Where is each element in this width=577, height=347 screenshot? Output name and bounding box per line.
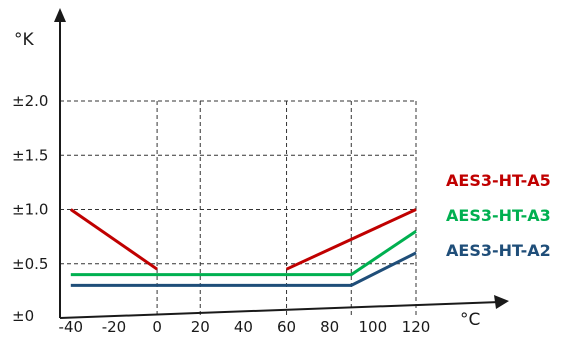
y-tick-label: ±0.5 [12, 255, 48, 273]
series-line-aes3-ht-a5 [285, 208, 417, 271]
y-tick-label: ±1.5 [12, 146, 48, 164]
x-tick-label: 60 [277, 318, 296, 336]
series-line-aes3-ht-a3 [70, 229, 417, 277]
legend: AES3-HT-A5 AES3-HT-A3 AES3-HT-A2 [446, 171, 551, 260]
legend-item-aes3-ht-a3: AES3-HT-A3 [446, 206, 551, 225]
x-tick-label: 120 [402, 318, 431, 336]
x-tick-label: 80 [320, 318, 339, 336]
x-tick-label: -40 [59, 318, 84, 336]
y-tick-label: ±1.0 [12, 201, 48, 219]
series-lines [69, 208, 417, 287]
axes [54, 8, 509, 319]
gridlines [60, 100, 417, 318]
x-tick-label: -20 [102, 318, 127, 336]
y-tick-label: ±2.0 [12, 92, 48, 110]
legend-item-aes3-ht-a5: AES3-HT-A5 [446, 171, 551, 190]
series-line-aes3-ht-a2 [70, 251, 417, 287]
y-axis-arrow [54, 8, 66, 22]
legend-item-aes3-ht-a2: AES3-HT-A2 [446, 241, 551, 260]
x-axis [59, 301, 501, 319]
y-axis-unit: °K [14, 30, 35, 50]
tick-labels: -40 -20 0 20 40 60 80 100 120 ±0 ±0.5 ±1.0 ±1.5 ±2.0 [12, 92, 430, 336]
x-tick-label: 0 [152, 318, 162, 336]
x-tick-label: 20 [191, 318, 210, 336]
y-tick-label: ±0 [12, 307, 34, 325]
x-tick-label: 40 [234, 318, 253, 336]
x-axis-unit: °C [460, 310, 480, 330]
series-line-aes3-ht-a5 [69, 208, 158, 271]
x-axis-arrow [494, 295, 509, 309]
x-tick-label: 100 [359, 318, 388, 336]
